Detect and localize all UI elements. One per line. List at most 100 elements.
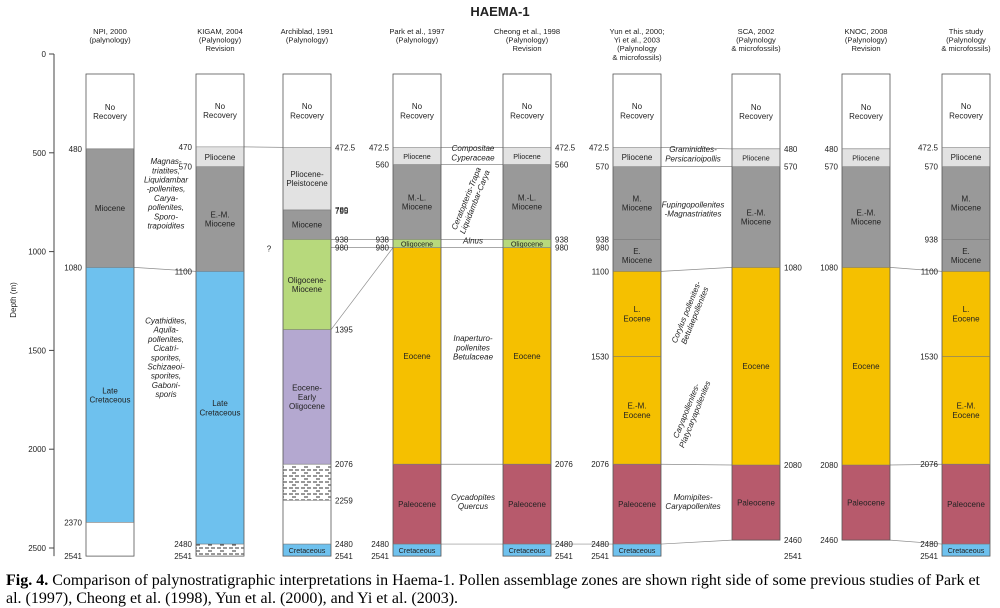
depth-label: 980 (555, 244, 569, 253)
pollen-zone-label: Momipites-Caryapollenites (665, 493, 720, 511)
depth-label: 2080 (784, 461, 802, 470)
caption-text: Comparison of palynostratigraphic interp… (6, 572, 980, 607)
unit-label: Miocene (95, 204, 126, 213)
unit-label: Miocene (292, 221, 323, 230)
depth-label: 2480 (371, 540, 389, 549)
pollen-zone-label: Caryapollenites-Platycaryapollenites (669, 376, 713, 449)
y-tick-label: 1000 (28, 248, 46, 257)
depth-label: 1080 (784, 263, 802, 272)
depth-label: 2541 (174, 552, 192, 561)
depth-label: 1100 (175, 267, 193, 276)
depth-label: 1100 (592, 267, 610, 276)
depth-label: 2541 (784, 552, 802, 561)
depth-label: 2541 (371, 552, 389, 561)
depth-label: 2370 (64, 518, 82, 527)
depth-label: 2460 (784, 536, 802, 545)
unit-hatch (283, 464, 331, 500)
depth-label: 472.5 (555, 143, 576, 152)
unit-label: Oligocene-Miocene (288, 276, 327, 294)
unit-label: Pliocene (403, 152, 431, 161)
depth-label: 795 (335, 207, 349, 216)
y-tick-label: 1500 (28, 346, 46, 355)
depth-label: 2541 (64, 552, 82, 561)
pollen-zone-label: Alnus (462, 236, 483, 245)
column-header: This study(Palynology& microfossils) (941, 27, 991, 53)
depth-label: 472.5 (918, 143, 939, 152)
unit-hatch (196, 544, 244, 556)
unit-label: Eocene (403, 352, 431, 361)
correlation-line (331, 248, 393, 330)
unit-label: Oligocene (511, 239, 543, 248)
column-header: NPI, 2000(palynology) (89, 27, 131, 45)
pollen-zone-label: Cyathidites,Aquila-pollenites,Cicatri-sp… (145, 316, 187, 399)
unit-label: Paleocene (947, 500, 985, 509)
unit-label: Cretaceous (289, 546, 326, 555)
depth-label: 2480 (555, 540, 573, 549)
depth-label: 570 (596, 163, 610, 172)
depth-label: 2460 (820, 536, 838, 545)
pollen-zone-label: Graminidites-Persicarioipollis (665, 145, 721, 163)
depth-label: 1100 (921, 267, 939, 276)
correlation-line (661, 464, 732, 465)
depth-label: 560 (376, 161, 390, 170)
pollen-zone-label: Corylus pollenites-Betulaepollenites (670, 280, 712, 348)
depth-label: 2480 (335, 540, 353, 549)
column-header: KNOC, 2008(Palynology)Revision (844, 27, 887, 53)
column-header: Yun et al., 2000;Yi et al., 2003(Palynol… (610, 27, 665, 62)
caption-label: Fig. 4. (6, 572, 48, 589)
depth-label: 1530 (591, 352, 609, 361)
unit-label: Pliocene (622, 153, 653, 162)
column-header: Park et al., 1997(Palynology) (389, 27, 444, 45)
depth-label: 570 (784, 163, 798, 172)
column-header: Archiblad, 1991(Palynology) (281, 27, 334, 45)
unit-label: Pliocene (742, 154, 770, 163)
depth-label: 2259 (335, 496, 353, 505)
depth-label: 2076 (555, 460, 573, 469)
depth-label: 570 (925, 163, 939, 172)
figure-caption: Fig. 4. Comparison of palynostratigraphi… (6, 572, 996, 608)
depth-label: 472.5 (335, 143, 356, 152)
depth-label: 570 (179, 163, 193, 172)
y-tick-label: 2000 (28, 445, 46, 454)
depth-label: 570 (825, 163, 839, 172)
depth-label: 2480 (920, 540, 938, 549)
column-5: Cheong et al., 1998(Palynology)RevisionN… (494, 27, 576, 561)
unit-label: Pliocene-Pleistocene (286, 170, 328, 188)
column-header: SCA, 2002(Palynology& microfossils) (731, 27, 781, 53)
depth-label: 2080 (820, 461, 838, 470)
unit-label: Paleocene (398, 500, 436, 509)
column-header: Cheong et al., 1998(Palynology)Revision (494, 27, 560, 53)
unit-label: Cretaceous (619, 546, 656, 555)
pollen-zone-label: Fupingopollenites-Magnastriatites (662, 200, 725, 218)
depth-label: 472.5 (589, 143, 610, 152)
unit-label: Pliocene (852, 154, 880, 163)
depth-label: 980 (376, 244, 390, 253)
question-mark: ? (267, 245, 272, 254)
depth-label: 2076 (591, 460, 609, 469)
depth-label: 472.5 (369, 143, 390, 152)
unit-label: Eocene (513, 352, 541, 361)
y-tick-label: 0 (42, 50, 47, 59)
y-tick-label: 2500 (28, 544, 46, 553)
unit-label: Cretaceous (399, 546, 436, 555)
pollen-zone-label: Ceratopteris-TrapaLiquidambar-Carya (450, 165, 493, 235)
figure-title: HAEMA-1 (470, 4, 529, 19)
depth-label: 1395 (335, 326, 353, 335)
depth-label: 2480 (174, 540, 192, 549)
y-tick-label: 500 (33, 149, 47, 158)
depth-label: 480 (69, 145, 83, 154)
depth-label: 2541 (920, 552, 938, 561)
unit-blank (283, 500, 331, 544)
unit-label: Pliocene (513, 152, 541, 161)
unit-label: Paleocene (847, 499, 885, 508)
unit-label: Oligocene (401, 239, 433, 248)
unit-label: Paleocene (618, 500, 656, 509)
